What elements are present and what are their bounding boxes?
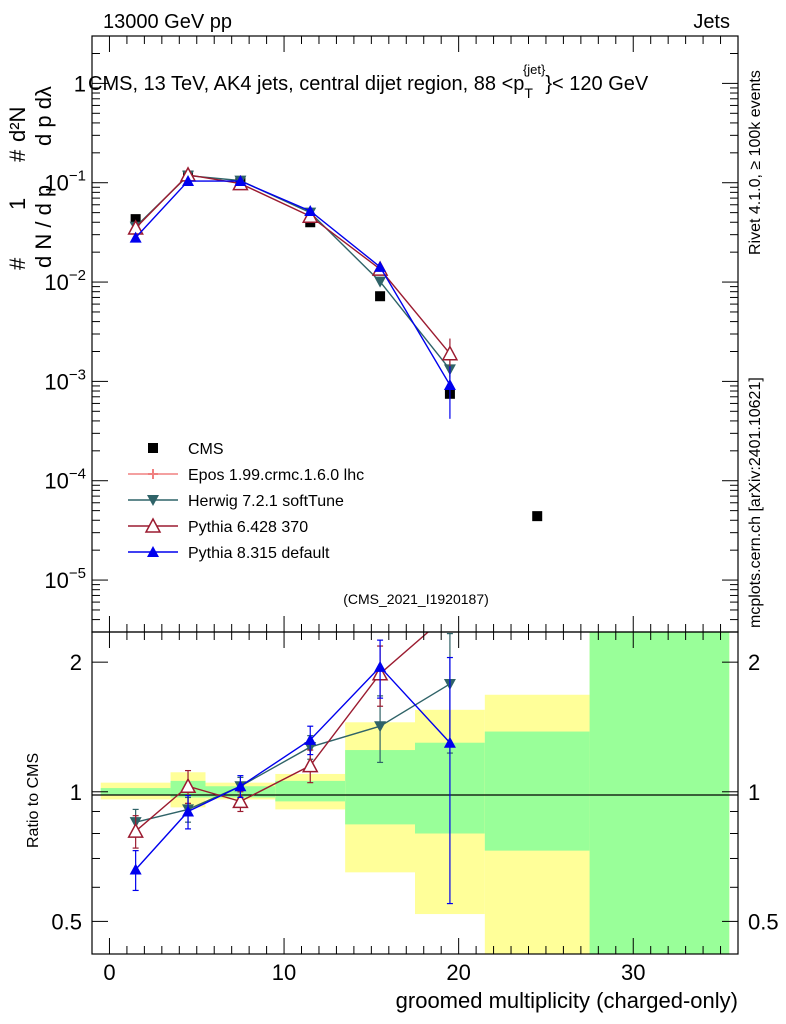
main-ytick-mantissa-3: 10 (44, 270, 68, 295)
ylabel-numerator: d²N (5, 107, 30, 142)
ratio-point-py6-3 (301, 757, 319, 773)
ratio-point-herwig-4 (374, 721, 387, 733)
ratio-point-py8-0 (129, 863, 142, 875)
main-ytick-mantissa-5: 1 (74, 71, 86, 96)
main-ytick-exp-4: −1 (69, 168, 86, 185)
main-ytick-mantissa-0: 10 (44, 568, 68, 593)
main-point-py8-2 (234, 175, 247, 187)
ratio-line-py6 (135, 632, 430, 832)
main-point-py6-5 (441, 345, 459, 361)
main-ytick-exp-0: −5 (69, 565, 86, 582)
main-ytick-mantissa-2: 10 (44, 369, 68, 394)
ratio-ytick-label-right-0: 0.5 (748, 909, 779, 934)
ratio-xtick-label-3: 30 (621, 960, 645, 985)
ratio-ytick-label-left-0: 0.5 (51, 909, 82, 934)
ratio-frame (91, 631, 739, 955)
band-green-0 (100, 788, 171, 796)
band-green-6 (484, 731, 590, 851)
main-ytick-label-4: 10−1 (44, 168, 86, 196)
header-left: 13000 GeV pp (103, 11, 232, 33)
ratio-series-group (127, 632, 456, 905)
mcplots-label: mcplots.cern.ch [arXiv:2401.10621] (747, 377, 764, 628)
main-ytick-label-5: 1 (74, 71, 86, 96)
main-line-herwig (135, 174, 451, 370)
ratio-xtick-label-0: 0 (103, 960, 115, 985)
main-series-group (127, 166, 543, 522)
ylabel-d-lambda: d p dλ (31, 86, 56, 146)
plot-title-sub: T (524, 85, 533, 101)
analysis-id: (CMS_2021_I1920187) (343, 591, 489, 607)
main-point-py8-3 (304, 204, 317, 216)
main-point-py8-4 (374, 260, 387, 272)
main-ylabel: # 1 d N / d p # d²N d p dλ (5, 86, 56, 270)
legend-marker-data (148, 443, 158, 453)
legend-label-py8: Pythia 8.315 default (188, 545, 330, 562)
ratio-xlabel: groomed multiplicity (charged-only) (396, 988, 738, 1013)
plot-title-end: }< 120 GeV (545, 73, 649, 95)
plot-title: CMS, 13 TeV, AK4 jets, central dijet reg… (88, 62, 649, 101)
ratio-ytick-label-left-2: 2 (70, 650, 82, 675)
ylabel-hash-2: # (5, 149, 30, 162)
main-frame (91, 35, 739, 633)
main-line-py8 (135, 180, 451, 386)
ratio-point-py8-1 (182, 805, 195, 817)
ylabel-denominator: d N / d p (31, 185, 56, 268)
main-line-py6 (135, 174, 451, 355)
legend-label-data: CMS (188, 441, 224, 458)
ratio-line-herwig (135, 683, 451, 823)
axes-ticks: 10−510−410−310−210−110 10 20 300.5 0.51 12 2 (44, 35, 779, 985)
ratio-point-py6-2 (232, 792, 249, 809)
ratio-point-py6-0 (127, 822, 144, 838)
ratio-ylabel: Ratio to CMS (25, 753, 42, 848)
plot-title-sup: {jet} (523, 62, 546, 77)
main-point-py8-5 (443, 378, 456, 390)
ratio-point-py8-5 (443, 736, 456, 748)
legend-label-py6: Pythia 6.428 370 (188, 519, 308, 536)
band-green-3 (275, 780, 346, 802)
ratio-point-py8-3 (304, 733, 317, 745)
main-point-data-4 (375, 291, 386, 302)
main-point-herwig-4 (374, 276, 387, 288)
legend-marker-py8 (147, 546, 159, 557)
ratio-ytick-label-right-1: 1 (748, 780, 760, 805)
ratio-xtick-label-1: 10 (272, 960, 296, 985)
main-ytick-label-1: 10−4 (44, 466, 86, 494)
main-point-py8-1 (182, 175, 195, 187)
ratio-ytick-label-left-1: 1 (70, 780, 82, 805)
main-point-data-6 (532, 511, 543, 522)
ratio-point-py8-2 (234, 780, 247, 792)
legend-label-epos: Epos 1.99.crmc.1.6.0 lhc (188, 467, 364, 484)
main-ytick-label-3: 10−2 (44, 267, 86, 295)
ylabel-hash-1: # (5, 257, 30, 270)
ratio-line-py8 (135, 665, 451, 870)
ratio-uncertainty-bands (100, 632, 730, 954)
header-right: Jets (693, 11, 730, 33)
main-ytick-label-2: 10−3 (44, 366, 86, 394)
ratio-ytick-label-right-2: 2 (748, 650, 760, 675)
main-point-data-0 (130, 214, 141, 225)
main-ytick-exp-1: −4 (69, 466, 86, 483)
main-ytick-exp-3: −2 (69, 267, 86, 284)
band-green-7 (589, 632, 730, 954)
legend-label-herwig: Herwig 7.2.1 softTune (188, 493, 344, 510)
main-ytick-mantissa-4: 10 (44, 171, 68, 196)
main-point-py8-0 (129, 231, 142, 243)
rivet-label: Rivet 4.1.0, ≥ 100k events (747, 70, 764, 255)
main-ytick-label-0: 10−5 (44, 565, 86, 593)
legend-marker-herwig (147, 495, 159, 506)
legend: CMS Epos 1.99.crmc.1.6.0 lhc Herwig 7.2.1 … (128, 441, 364, 562)
ylabel-one: 1 (5, 198, 30, 210)
main-ytick-mantissa-1: 10 (44, 469, 68, 494)
ratio-point-py6-1 (179, 777, 197, 793)
legend-marker-py6 (144, 517, 162, 533)
plot-title-main: CMS, 13 TeV, AK4 jets, central dijet reg… (88, 73, 524, 95)
ratio-point-py8-4 (374, 660, 387, 672)
main-ytick-exp-2: −3 (69, 366, 86, 383)
legend-marker-epos (148, 469, 158, 479)
ratio-xtick-label-2: 20 (446, 960, 470, 985)
